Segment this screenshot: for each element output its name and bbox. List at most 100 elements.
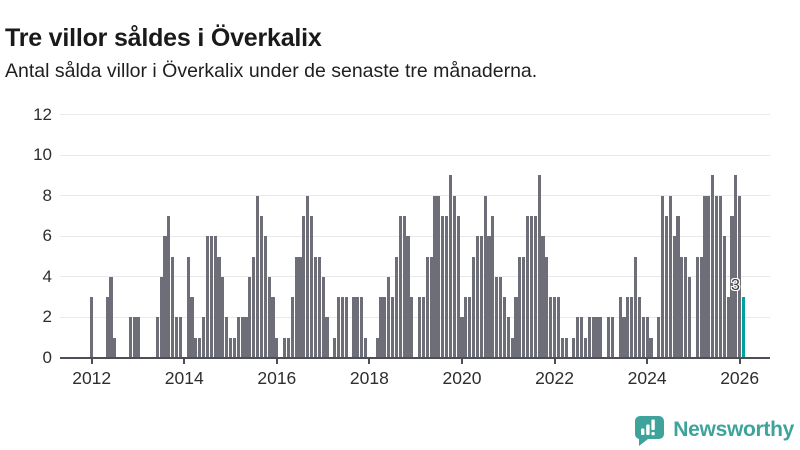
x-axis-tick-label: 2014 — [164, 368, 204, 388]
y-axis-tick-label: 0 — [42, 348, 52, 367]
bar — [726, 297, 730, 358]
bar — [167, 216, 171, 358]
bar — [155, 317, 159, 358]
bar — [132, 317, 136, 358]
bar — [595, 317, 599, 358]
bar — [738, 195, 742, 358]
bar — [606, 317, 611, 358]
bar — [660, 195, 665, 358]
bar — [668, 195, 672, 358]
bar — [363, 337, 368, 358]
x-axis-tick — [275, 359, 278, 364]
bar — [587, 317, 591, 358]
x-axis-tick-label: 2016 — [257, 368, 297, 388]
y-axis-tick-label: 6 — [42, 226, 52, 246]
bar — [630, 297, 634, 358]
bar — [560, 337, 564, 358]
bar — [240, 317, 244, 358]
bar — [564, 337, 568, 358]
bar — [441, 216, 445, 358]
bar — [637, 297, 641, 358]
bar — [583, 337, 587, 358]
bar — [695, 256, 699, 358]
bar — [464, 297, 468, 358]
bar — [468, 297, 472, 358]
bar — [194, 337, 198, 358]
bar — [460, 317, 464, 358]
bar — [537, 175, 541, 358]
bar — [390, 297, 395, 358]
x-axis-tick — [460, 359, 463, 364]
bar — [421, 297, 425, 358]
bar — [622, 317, 626, 358]
chart-subtitle: Antal sålda villor i Överkalix under de … — [5, 60, 538, 82]
bar — [302, 216, 306, 358]
bar — [306, 195, 310, 358]
bar — [248, 276, 252, 358]
bar — [136, 317, 140, 358]
bar — [707, 195, 711, 358]
bar — [649, 337, 653, 358]
bar — [190, 297, 194, 358]
bar — [576, 317, 580, 358]
bar — [514, 297, 518, 358]
bar — [202, 317, 206, 358]
bar — [105, 297, 109, 358]
bar — [711, 175, 715, 358]
bar — [325, 317, 329, 358]
bar — [687, 276, 692, 358]
y-axis-tick-label: 12 — [33, 104, 52, 124]
bar — [506, 317, 510, 358]
bar — [471, 256, 476, 358]
bar — [209, 236, 213, 358]
bar — [549, 297, 553, 358]
bar — [456, 216, 460, 358]
page-title: Tre villor såldes i Överkalix — [5, 23, 322, 52]
bar — [522, 256, 526, 358]
bar — [676, 216, 680, 358]
bar — [256, 195, 260, 358]
x-axis-tick — [738, 359, 741, 364]
bar — [626, 297, 630, 358]
bar — [225, 317, 229, 358]
x-axis-tick-label: 2022 — [535, 368, 574, 388]
bar — [283, 337, 287, 358]
bar — [475, 236, 479, 358]
newsworthy-logo-icon — [632, 415, 665, 446]
bar — [313, 256, 317, 358]
x-axis-tick — [183, 359, 186, 364]
bar — [610, 317, 614, 358]
x-axis-tick — [90, 359, 93, 364]
x-axis-tick — [368, 359, 371, 364]
bar — [433, 195, 437, 358]
bar — [217, 256, 221, 358]
bar — [213, 236, 217, 358]
bar — [229, 337, 233, 358]
bar — [664, 216, 668, 358]
bar — [402, 216, 406, 358]
bar — [221, 276, 225, 358]
bar — [545, 256, 549, 358]
bar — [109, 276, 113, 358]
bar — [410, 297, 414, 358]
x-axis-tick — [553, 359, 556, 364]
bar — [579, 317, 584, 358]
gridline — [60, 235, 770, 237]
bar — [502, 297, 506, 358]
bar — [186, 256, 190, 358]
bar — [437, 195, 441, 358]
bar — [417, 297, 422, 358]
bar — [444, 216, 449, 358]
newsworthy-logo: Newsworthy — [632, 414, 794, 446]
x-axis-tick — [646, 359, 649, 364]
bar — [718, 195, 722, 358]
bar — [294, 256, 298, 358]
bar — [317, 256, 321, 358]
bar — [379, 297, 383, 358]
bar — [375, 337, 379, 358]
bar — [128, 317, 132, 358]
bar — [552, 297, 557, 358]
bar — [263, 236, 267, 358]
bar — [175, 317, 179, 358]
bar — [572, 337, 576, 358]
